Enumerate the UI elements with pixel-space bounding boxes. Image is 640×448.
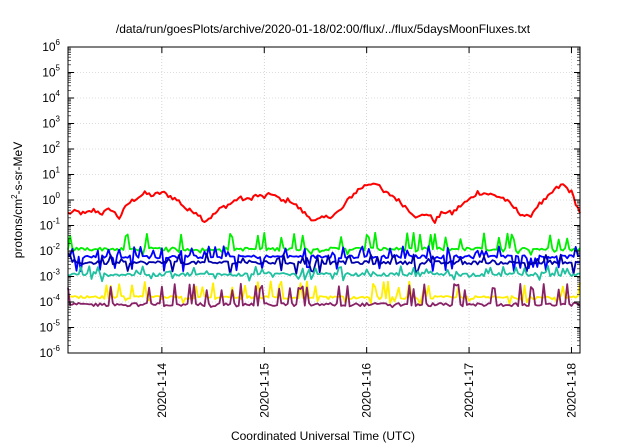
x-axis-label: Coordinated Universal Time (UTC) bbox=[231, 429, 415, 443]
x-tick-label: 2020-1-18 bbox=[564, 363, 578, 418]
x-tick-label: 2020-1-14 bbox=[155, 363, 169, 418]
y-axis-label-suffix: -s-sr-MeV bbox=[11, 142, 25, 195]
series-line bbox=[67, 252, 581, 276]
y-tick-label: 10-2 bbox=[40, 242, 61, 258]
y-tick-label: 104 bbox=[42, 89, 60, 105]
grid bbox=[68, 47, 580, 353]
chart-title: /data/run/goesPlots/archive/2020-01-18/0… bbox=[116, 22, 531, 36]
y-tick-label: 10-6 bbox=[40, 344, 61, 360]
y-axis-label-sup: 2 bbox=[10, 194, 19, 199]
series-layer bbox=[67, 182, 581, 309]
y-tick-label: 103 bbox=[42, 115, 60, 131]
y-axis-ticks: 10-6 10-5 10-4 10-3 10-2 10-1 100 101 102 103 104 1… bbox=[40, 38, 580, 360]
y-tick-label: 10-4 bbox=[40, 293, 61, 309]
x-axis-ticks: 2020-1-14 2020-1-15 2020-1-16 2020-1-17 2020… bbox=[155, 47, 578, 418]
y-tick-label: 105 bbox=[42, 64, 60, 80]
series-line bbox=[67, 282, 581, 309]
series-line bbox=[67, 245, 581, 273]
y-tick-label: 102 bbox=[42, 140, 60, 156]
y-tick-label: 100 bbox=[42, 191, 60, 207]
x-tick-label: 2020-1-15 bbox=[257, 363, 271, 418]
series-line bbox=[67, 265, 580, 283]
y-axis-label-prefix: protons/cm bbox=[11, 199, 25, 258]
y-tick-label: 106 bbox=[42, 38, 60, 54]
y-axis-label: protons/cm2-s-sr-MeV bbox=[10, 142, 25, 258]
y-tick-label: 10-1 bbox=[40, 217, 61, 233]
x-tick-label: 2020-1-17 bbox=[462, 363, 476, 418]
y-tick-label: 10-3 bbox=[40, 268, 61, 284]
y-tick-label: 10-5 bbox=[40, 319, 61, 335]
series-line bbox=[67, 231, 581, 257]
series-line bbox=[67, 280, 581, 305]
series-line bbox=[67, 182, 581, 224]
y-tick-label: 101 bbox=[42, 166, 60, 182]
x-tick-label: 2020-1-16 bbox=[360, 363, 374, 418]
